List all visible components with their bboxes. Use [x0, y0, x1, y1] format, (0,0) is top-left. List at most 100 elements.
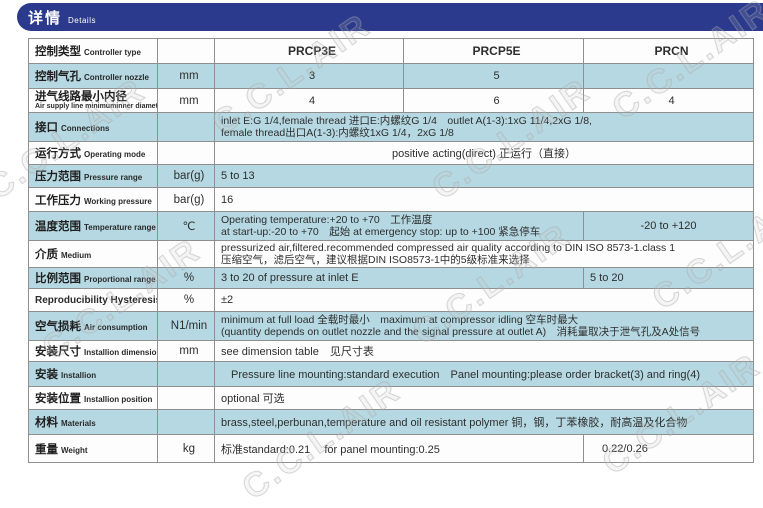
spec-table: 控制类型 Controller type PRCP3E PRCP5E PRCN 控… — [28, 38, 754, 463]
row-label: 空气损耗 Air consumption — [28, 311, 158, 341]
unit-cell — [157, 386, 215, 410]
value-line: 压缩空气，滤后空气，建议根据DIN ISO8573-1中的5级标准来选择 — [221, 254, 530, 266]
row-label: 工作压力 Working pressure — [28, 187, 158, 212]
row-label: 接口 Connections — [28, 112, 158, 142]
table-row-operating-mode: 运行方式 Operating mode positive acting(direc… — [28, 141, 754, 165]
product-name-cell: PRCP3E — [214, 38, 404, 64]
row-label-en: Air supply line minimuminner diameter — [35, 102, 158, 110]
row-label-en: Materials — [61, 419, 96, 428]
row-label-en: Weight — [61, 445, 88, 455]
row-label-zh: 运行方式 — [35, 148, 81, 160]
unit-cell: ℃ — [157, 211, 215, 241]
row-label-en: Proportional range — [84, 275, 156, 284]
row-label-en: Installion position — [84, 395, 153, 404]
unit-cell — [157, 409, 215, 435]
unit-cell — [157, 240, 215, 268]
row-label: 介质 Medium — [28, 240, 158, 268]
value-line: inlet E:G 1/4,female thread 进口E:内螺纹G 1/4… — [221, 114, 592, 127]
value-line: Operating temperature:+20 to +70 工作温度 — [221, 213, 433, 226]
table-row-reproducibility-hysteresis: Reproducibility Hysteresis % ±2 — [28, 288, 754, 312]
value-line: pressurized air,filtered.recommended com… — [221, 241, 676, 254]
row-label-en: Air consumption — [84, 323, 148, 332]
value-cell: pressurized air,filtered.recommended com… — [214, 240, 754, 268]
row-label-en: Connections — [61, 124, 110, 133]
row-label-zh: 材料 — [35, 417, 58, 429]
value-cell: 3 — [214, 63, 404, 89]
value-cell: positive acting(direct) 正运行（直接） — [214, 141, 754, 165]
table-row-medium: 介质 Medium pressurized air,filtered.recomm… — [28, 240, 754, 268]
row-label-en: Controller nozzle — [84, 73, 149, 82]
value-cell: 5 to 20 — [583, 267, 754, 289]
row-label: 压力范围 Pressure range — [28, 164, 158, 188]
value-cell: Pressure line mounting:standard executio… — [214, 361, 754, 387]
value-cell: ±2 — [214, 288, 754, 312]
value-cell: see dimension table 见尺寸表 — [214, 340, 754, 362]
row-label: 安装位置 Installion position — [28, 386, 158, 410]
table-row-connections: 接口 Connections inlet E:G 1/4,female threa… — [28, 112, 754, 142]
table-row-working-pressure: 工作压力 Working pressure bar(g) 16 — [28, 187, 754, 212]
row-label-en: Operating mode — [84, 150, 146, 159]
table-row-installation-position: 安装位置 Installion position optional 可选 — [28, 386, 754, 410]
row-label-zh: 压力范围 — [35, 171, 81, 183]
row-label-zh: 控制类型 — [35, 46, 81, 58]
page-title-zh: 详情 — [28, 9, 63, 27]
row-label-zh: 介质 — [35, 249, 58, 261]
unit-cell: mm — [157, 340, 215, 362]
row-label-zh: 安装 — [35, 369, 58, 381]
table-row-installation: 安装 Installion Pressure line mounting:stan… — [28, 361, 754, 387]
row-label: 温度范围 Temperature range — [28, 211, 158, 241]
row-label-zh: 安装尺寸 — [35, 346, 81, 358]
value-line: (quantity depends on outlet nozzle and t… — [221, 326, 701, 338]
value-cell: 6 — [403, 88, 584, 113]
row-label-zh: 温度范围 — [35, 221, 81, 233]
table-row-pressure-range: 压力范围 Pressure range bar(g) 5 to 13 — [28, 164, 754, 188]
row-label-en: Installion dimensions — [84, 348, 157, 357]
value-cell: 4 — [583, 88, 754, 113]
table-row-air-consumption: 空气损耗 Air consumption N1/min minimum at fu… — [28, 311, 754, 341]
unit-cell — [157, 38, 215, 64]
row-label-en: Medium — [61, 251, 92, 260]
value-line: female thread出口A(1-3):内螺纹1xG 1/4，2xG 1/8 — [221, 127, 454, 139]
row-label-en: Reproducibility Hysteresis — [35, 295, 158, 306]
value-cell: Operating temperature:+20 to +70 工作温度 at… — [214, 211, 584, 241]
value-cell — [583, 63, 754, 89]
value-line: minimum at full load 全载时最小 maximum at co… — [221, 313, 579, 326]
row-label-zh: 空气损耗 — [35, 321, 81, 333]
unit-cell: N1/min — [157, 311, 215, 341]
table-row-temperature-range: 温度范围 Temperature range ℃ Operating temper… — [28, 211, 754, 241]
row-label-zh: 重量 — [35, 443, 58, 456]
unit-cell: bar(g) — [157, 164, 215, 188]
row-label-en: Controller type — [84, 48, 141, 57]
row-label: Reproducibility Hysteresis — [28, 288, 158, 312]
row-label: 进气线路最小内径 Air supply line minimuminner dia… — [28, 88, 158, 113]
value-cell: 3 to 20 of pressure at inlet E — [214, 267, 584, 289]
unit-cell: mm — [157, 63, 215, 89]
row-label: 控制类型 Controller type — [28, 38, 158, 64]
unit-cell: mm — [157, 88, 215, 113]
row-label-en: Installion — [61, 371, 97, 380]
value-cell: 16 — [214, 187, 754, 212]
row-label-en: Pressure range — [84, 173, 143, 182]
page-title-en: Details — [68, 16, 96, 25]
row-label-en: Working pressure — [84, 196, 152, 206]
details-header-bar: 详情 Details — [17, 3, 763, 31]
table-row-weight: 重量 Weight kg 标准standard:0.21 for panel mo… — [28, 434, 754, 463]
unit-cell: kg — [157, 434, 215, 463]
value-cell: optional 可选 — [214, 386, 754, 410]
value-cell: brass,steel,perbunan,temperature and oil… — [214, 409, 754, 435]
row-label-zh: 比例范围 — [35, 273, 81, 285]
value-cell: inlet E:G 1/4,female thread 进口E:内螺纹G 1/4… — [214, 112, 754, 142]
value-cell: 4 — [214, 88, 404, 113]
unit-cell — [157, 112, 215, 142]
row-label-zh: 接口 — [35, 122, 58, 134]
table-row-proportional-range: 比例范围 Proportional range % 3 to 20 of pres… — [28, 267, 754, 289]
value-cell: 标准standard:0.21 for panel mounting:0.25 — [214, 434, 584, 463]
row-label-zh: 控制气孔 — [35, 71, 81, 83]
table-row-air-supply-diameter: 进气线路最小内径 Air supply line minimuminner dia… — [28, 88, 754, 113]
row-label: 材料 Materials — [28, 409, 158, 435]
value-cell: -20 to +120 — [583, 211, 754, 241]
row-label-zh: 安装位置 — [35, 393, 81, 405]
row-label-zh: 进气线路最小内径 — [35, 90, 127, 103]
value-line: at start-up:-20 to +70 起始 at emergency s… — [221, 226, 541, 238]
